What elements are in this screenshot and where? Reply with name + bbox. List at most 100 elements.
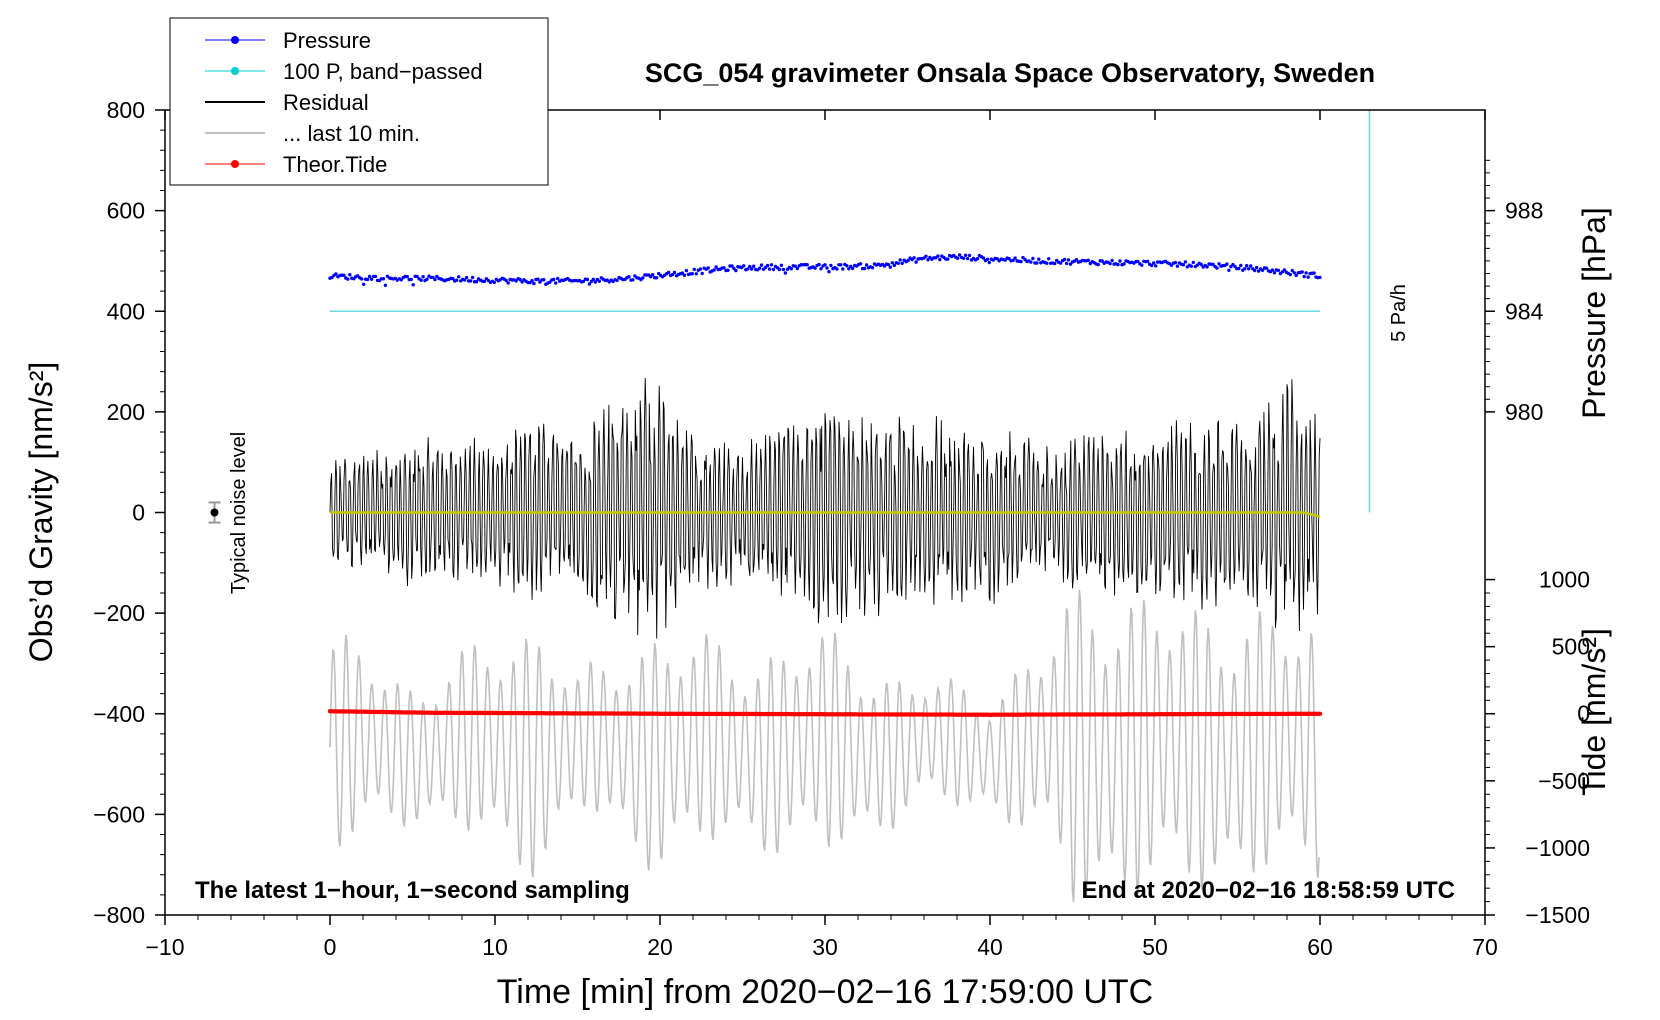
- pressure-point: [975, 257, 980, 261]
- pressure-point: [464, 275, 469, 280]
- x-tick-label: 50: [1142, 934, 1168, 960]
- pressure-point: [1217, 262, 1221, 266]
- pressure-point: [536, 277, 540, 281]
- legend-label: Pressure: [283, 28, 371, 53]
- pressure-point: [961, 256, 966, 260]
- pressure-point: [1239, 263, 1243, 268]
- pressure-point: [1019, 259, 1023, 264]
- pressure-point: [758, 266, 762, 270]
- pressure-point: [1146, 259, 1150, 264]
- pressure-point: [906, 258, 910, 263]
- pressure-point: [627, 275, 631, 279]
- pressure-point: [779, 263, 784, 267]
- pressure-point: [1294, 273, 1298, 278]
- pressure-point: [1300, 270, 1304, 274]
- pressure-point: [912, 256, 916, 260]
- pressure-point: [1047, 257, 1051, 261]
- pressure-point: [1245, 264, 1249, 268]
- pressure-tick-label: 980: [1505, 399, 1543, 425]
- legend-entries: Pressure 100 P, band−passed Residual ... la…: [205, 28, 483, 177]
- pressure-point: [1272, 271, 1277, 275]
- pressure-point: [530, 279, 534, 283]
- pressure-point: [1189, 264, 1194, 268]
- pressure-point: [825, 266, 829, 270]
- y-tick-label: 0: [132, 500, 145, 526]
- pressure-point: [700, 271, 704, 276]
- pressure-point: [1304, 271, 1308, 275]
- y-axis-label-pressure: Pressure [hPa]: [1576, 207, 1612, 419]
- pressure-point: [750, 267, 754, 271]
- pressure-point: [1302, 274, 1306, 279]
- theor-tide-point: [1317, 711, 1323, 716]
- pressure-point: [1181, 263, 1186, 267]
- pressure-point: [409, 277, 413, 282]
- legend-marker: [231, 67, 239, 75]
- pressure-point: [672, 270, 677, 275]
- pressure-point: [845, 264, 849, 268]
- pressure-point: [593, 280, 597, 284]
- pressure-point: [714, 265, 718, 269]
- pressure-point: [823, 263, 827, 267]
- legend-label: Theor.Tide: [283, 152, 387, 177]
- pressure-point: [405, 274, 409, 279]
- pressure-point: [1290, 268, 1295, 273]
- pressure-point: [1096, 262, 1100, 267]
- pressure-point: [1136, 259, 1140, 264]
- pressure-point: [492, 280, 496, 285]
- pressure-point: [482, 279, 487, 284]
- pressure-point: [957, 253, 962, 257]
- pressure-point: [690, 272, 694, 276]
- pressure-point: [1249, 264, 1253, 268]
- pressure-point: [767, 267, 772, 271]
- pressure-point: [985, 257, 990, 261]
- pressure-point: [886, 262, 891, 267]
- x-tick-label: 10: [482, 934, 508, 960]
- pressure-point: [759, 263, 764, 267]
- noise-level-label: Typical noise level: [228, 432, 250, 594]
- pressure-point: [538, 280, 542, 284]
- pressure-point: [1264, 266, 1269, 270]
- pressure-point: [1306, 275, 1310, 279]
- pressure-point: [399, 278, 403, 282]
- pressure-point: [1116, 262, 1120, 267]
- bottom-left-note: The latest 1−hour, 1−second sampling: [195, 877, 630, 904]
- pressure-point: [963, 253, 968, 257]
- y-tick-label: 800: [107, 97, 145, 123]
- x-tick-label: 20: [647, 934, 673, 960]
- pressure-point: [829, 263, 833, 268]
- pressure-point: [369, 277, 374, 281]
- pressure-tick-label: 988: [1505, 198, 1543, 224]
- tide-tick-label: 500: [1552, 634, 1590, 660]
- pressure-point: [896, 261, 900, 265]
- pressure-point: [1066, 258, 1071, 262]
- pressure-point: [1110, 258, 1114, 263]
- pressure-point: [615, 278, 619, 283]
- series-residual-smoothed-line: [330, 511, 1321, 518]
- pressure-point: [554, 281, 558, 285]
- pressure-point: [1243, 267, 1247, 271]
- pressure-point: [1183, 260, 1188, 264]
- pressure-point: [1175, 264, 1180, 268]
- x-tick-label: 0: [324, 934, 337, 960]
- pressure-point: [666, 270, 671, 275]
- pressure-point: [946, 257, 950, 261]
- y-tick-label: −200: [93, 600, 145, 626]
- pressure-point: [1276, 268, 1281, 273]
- pressure-point: [817, 262, 821, 267]
- pressure-point: [684, 268, 689, 273]
- pressure-point: [1254, 265, 1259, 270]
- pressure-point: [514, 279, 518, 283]
- legend-label: Residual: [283, 90, 369, 115]
- pressure-point: [967, 253, 972, 258]
- pressure-point: [342, 273, 346, 277]
- y-axis-label-left: Obs’d Gravity [nm/s²]: [23, 362, 59, 663]
- series-layer: [208, 110, 1371, 902]
- pressure-point: [1154, 264, 1158, 268]
- pressure-point: [1247, 267, 1251, 271]
- pressure-point: [1062, 257, 1067, 262]
- pressure-point: [1292, 271, 1297, 275]
- pressure-point: [765, 263, 770, 268]
- pressure-point: [924, 254, 928, 258]
- pressure-point: [506, 281, 510, 285]
